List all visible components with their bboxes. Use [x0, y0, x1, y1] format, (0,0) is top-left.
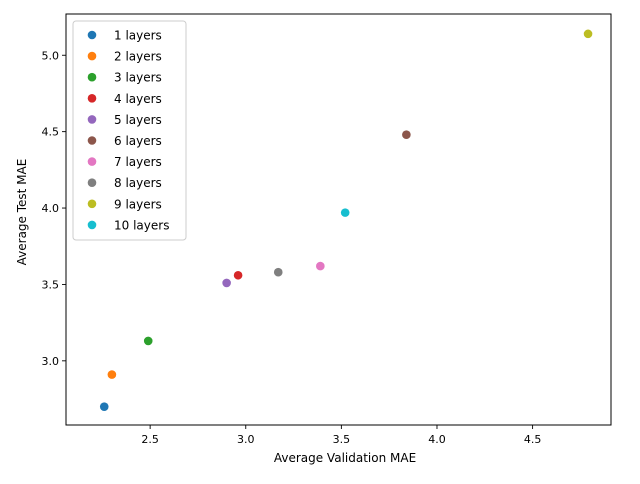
legend-label: 6 layers — [114, 134, 162, 148]
x-axis-ticks: 2.5 3.0 3.5 4.0 4.5 — [141, 425, 541, 446]
legend-marker — [87, 72, 97, 82]
x-tick-label: 2.5 — [141, 433, 159, 446]
legend-label: 1 layers — [114, 29, 162, 43]
legend-label: 10 layers — [114, 218, 169, 232]
legend-label: 2 layers — [114, 50, 162, 64]
y-axis-label: Average Test MAE — [15, 159, 29, 266]
x-tick-label: 4.0 — [428, 433, 446, 446]
y-tick-label: 5.0 — [42, 49, 60, 62]
data-point-series-4 — [233, 270, 243, 280]
y-tick-label: 4.5 — [42, 126, 60, 139]
legend-marker — [87, 178, 97, 187]
y-tick-label: 3.0 — [42, 355, 60, 368]
legend-label: 9 layers — [114, 197, 162, 211]
legend-label: 5 layers — [114, 113, 162, 127]
legend-marker — [87, 30, 97, 40]
legend-label: 7 layers — [114, 155, 162, 169]
x-tick-label: 3.5 — [333, 433, 351, 446]
legend-label: 3 layers — [114, 71, 162, 85]
legend-label: 8 layers — [114, 176, 162, 190]
legend-marker — [87, 115, 97, 124]
legend-marker — [87, 220, 97, 230]
legend-label: 4 layers — [114, 92, 162, 106]
data-point-series-6 — [402, 130, 411, 140]
legend-marker — [87, 94, 97, 103]
data-point-series-1 — [99, 402, 109, 411]
y-axis-ticks: 3.0 3.5 4.0 4.5 5.0 — [42, 49, 66, 368]
y-tick-label: 3.5 — [42, 278, 60, 291]
plot-area-frame — [65, 13, 612, 426]
legend-marker — [87, 51, 97, 61]
legend-marker — [87, 199, 97, 209]
data-point-series-10 — [340, 208, 350, 217]
data-point-series-3 — [143, 336, 153, 346]
data-point-series-7 — [316, 261, 325, 271]
x-tick-label: 3.0 — [237, 433, 255, 446]
legend-marker — [87, 157, 97, 166]
data-point-series-2 — [107, 370, 117, 379]
data-point-series-5 — [222, 278, 231, 288]
y-tick-label: 4.0 — [42, 202, 60, 215]
legend: 1 layers 2 layers 3 layers 4 layers 5 layers… — [72, 20, 187, 241]
x-axis-label: Average Validation MAE — [274, 451, 416, 465]
data-point-series-9 — [583, 29, 593, 39]
legend-box — [72, 20, 187, 241]
data-point-series-8 — [273, 267, 283, 277]
x-tick-label: 4.5 — [524, 433, 542, 446]
data-points — [99, 29, 593, 411]
legend-marker — [87, 136, 97, 145]
